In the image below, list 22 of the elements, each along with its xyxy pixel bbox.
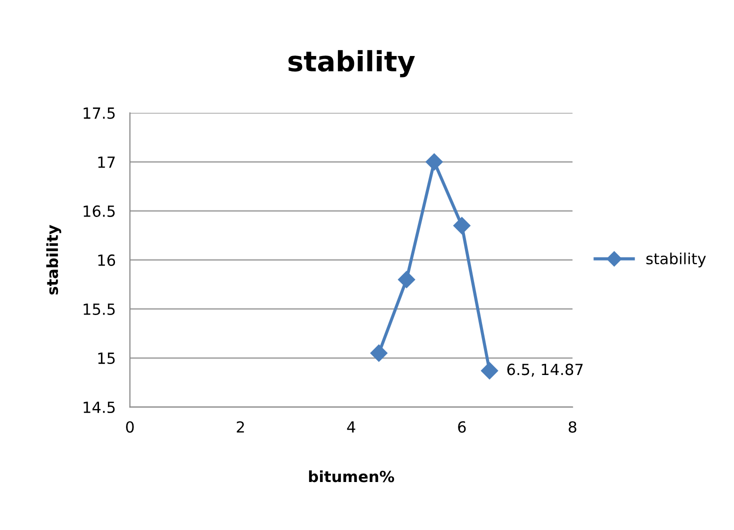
x-tick-label: 4 <box>347 421 356 433</box>
y-tick-label: 16 <box>98 254 116 266</box>
x-tick-label: 0 <box>126 421 134 433</box>
y-tick-label: 15 <box>98 352 115 364</box>
point <box>398 271 416 288</box>
y-tick-label: 15.5 <box>84 304 115 316</box>
y-tick-label: 14.5 <box>84 402 115 414</box>
y-tick-label: 17.5 <box>84 108 115 119</box>
x-tick-label: 6 <box>458 421 466 433</box>
point <box>453 217 470 234</box>
y-tick-label: 16.5 <box>84 205 115 217</box>
x-tick-label: 2 <box>236 421 244 433</box>
annotation: 6.5, 14.87 <box>507 364 583 377</box>
y-axis-title: stability <box>46 224 62 294</box>
point <box>370 344 388 362</box>
point <box>426 153 443 170</box>
chart-title: stability <box>288 50 415 78</box>
point <box>480 362 498 380</box>
x-axis-title: bitumen% <box>309 470 394 482</box>
x-tick-label: 8 <box>568 421 576 433</box>
y-tick-label: 17 <box>98 156 115 168</box>
legend-label: stability <box>646 252 706 268</box>
